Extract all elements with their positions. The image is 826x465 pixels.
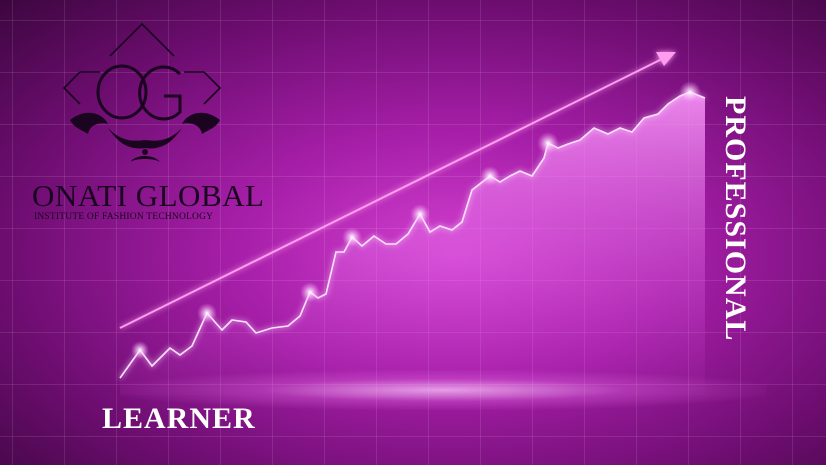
- professional-label: PROFESSIONAL: [719, 96, 752, 342]
- og-monogram-logo: [62, 22, 222, 162]
- highlight-spot: [342, 227, 362, 247]
- highlight-spot: [480, 166, 500, 186]
- highlight-spot: [410, 204, 430, 224]
- trend-arrow-icon: [119, 52, 676, 329]
- highlight-spot: [131, 341, 149, 359]
- learner-label: LEARNER: [102, 402, 256, 435]
- growth-area: [120, 92, 705, 395]
- highlight-spot: [537, 132, 559, 154]
- highlight-spots: [131, 81, 701, 359]
- brand-tagline: INSTITUTE OF FASHION TECHNOLOGY: [34, 212, 214, 222]
- highlight-spot: [300, 282, 320, 302]
- highlight-spot: [679, 81, 701, 103]
- highlight-spot: [197, 303, 217, 323]
- brand-name: ONATI GLOBAL: [32, 178, 265, 213]
